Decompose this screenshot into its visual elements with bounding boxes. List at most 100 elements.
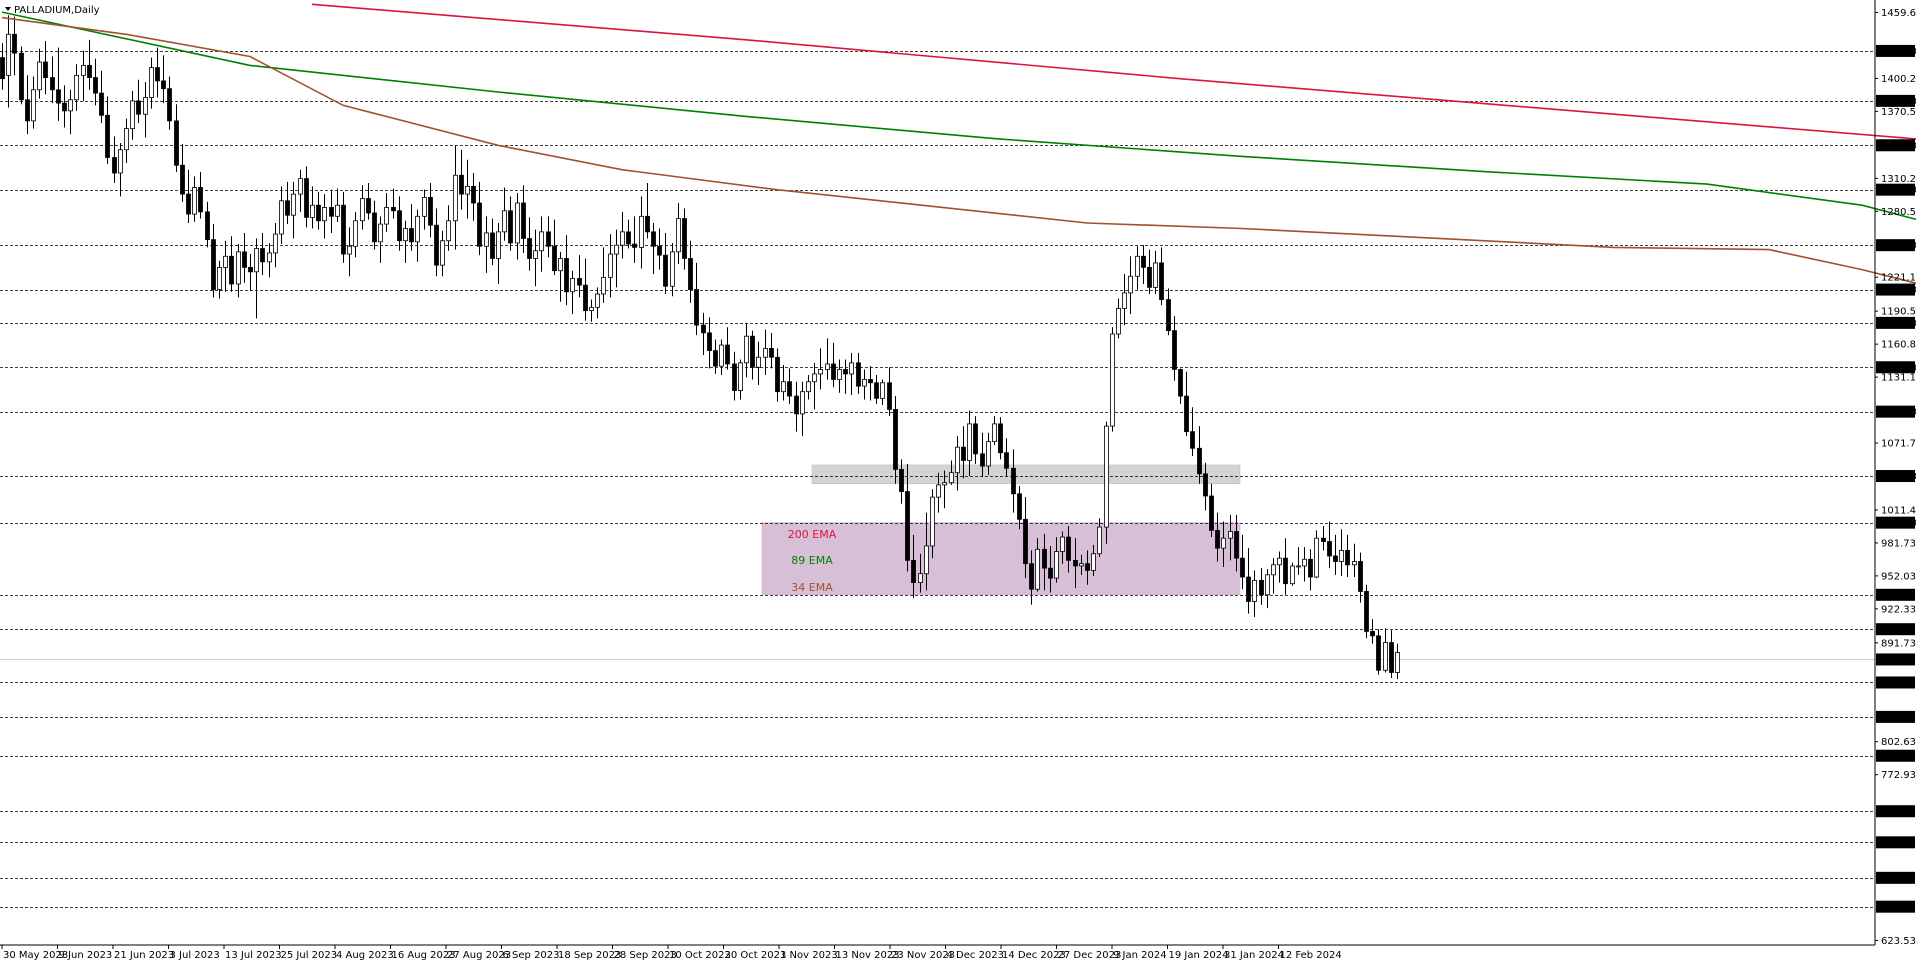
candle-bull <box>930 496 935 547</box>
candle-bull <box>1060 536 1065 552</box>
candle-bull <box>378 223 383 243</box>
candle-bear <box>1370 631 1375 637</box>
candle-bull <box>223 255 228 268</box>
candle-bull <box>440 240 445 266</box>
candle-bear <box>998 423 1003 454</box>
candle-bull <box>403 228 408 242</box>
price-tick-label: 1011.43 <box>1881 505 1916 516</box>
candle-bull <box>1153 262 1158 288</box>
price-tick-label: 1310.23 <box>1881 174 1916 185</box>
candle-bear <box>905 491 910 561</box>
candle-bear <box>0 57 5 80</box>
price-tick-label: 1131.13 <box>1881 373 1916 384</box>
candle-bull <box>422 197 427 217</box>
candle-bull <box>880 382 885 399</box>
candle-bull <box>1097 526 1102 555</box>
candle-bull <box>601 276 606 295</box>
price-tick-label: 981.73 <box>1881 538 1916 549</box>
candle-bear <box>93 77 98 94</box>
candle-bull <box>738 362 743 391</box>
candle-bear <box>1048 567 1053 579</box>
candle-bear <box>856 362 861 387</box>
candle-bull <box>918 573 923 583</box>
level-price-tag <box>1876 623 1915 636</box>
candle-bull <box>1110 333 1115 427</box>
candle-bear <box>688 258 693 290</box>
candle-bull <box>744 335 749 364</box>
candle-bear <box>1389 642 1394 673</box>
candle-bull <box>608 253 613 278</box>
candle-bear <box>167 88 172 122</box>
level-price-tag-label: 935.00 <box>1879 590 1914 601</box>
candle-bear <box>1308 558 1313 578</box>
ema89-label: 89 EMA <box>791 554 833 567</box>
price-tick-label: 922.33 <box>1881 604 1916 615</box>
candle-bull <box>1314 537 1319 578</box>
level-price-tag-label: 1140.00 <box>1879 363 1916 374</box>
candle-bear <box>87 64 92 78</box>
level-price-tag <box>1876 405 1915 418</box>
candle-bull <box>384 207 389 225</box>
candle-bear <box>285 200 290 216</box>
candle-bear <box>248 266 253 273</box>
candle-bull <box>484 232 489 247</box>
level-price-tag <box>1876 44 1915 57</box>
candle-bull <box>298 178 303 195</box>
candle-bull <box>1221 537 1226 549</box>
time-tick-label: 25 Jul 2023 <box>281 950 338 961</box>
candle-bull <box>217 266 222 290</box>
candle-bull <box>31 89 36 122</box>
candle-bull <box>502 210 507 233</box>
candle-bull <box>1135 255 1140 277</box>
candle-bear <box>62 102 67 112</box>
gray-zone <box>811 464 1241 485</box>
level-price-tag-label: 1300.00 <box>1879 185 1916 196</box>
candle-bear <box>477 202 482 247</box>
level-price-tag <box>1876 183 1915 196</box>
candle-bull <box>825 363 830 370</box>
candle-bear <box>732 363 737 391</box>
candle-bear <box>316 204 321 222</box>
level-price-tag-label: 904.00 <box>1879 625 1914 636</box>
chart-frame <box>0 0 1876 946</box>
candle-bear <box>459 174 464 195</box>
candle-bear <box>1042 548 1047 569</box>
candle-bear <box>1166 299 1171 332</box>
candle-bull <box>670 251 675 287</box>
candle-bear <box>1215 530 1220 549</box>
price-tick-label: 1280.53 <box>1881 207 1916 218</box>
time-tick-label: 1 Nov 2023 <box>780 950 838 961</box>
level-price-tag-label: 712.00 <box>1879 838 1914 849</box>
candle-bear <box>1017 493 1022 520</box>
candle-bull <box>37 61 42 91</box>
candle-bear <box>434 224 439 266</box>
candle-bull <box>81 64 86 76</box>
candle-bull <box>68 99 73 112</box>
candle-bull <box>6 33 11 76</box>
level-price-tag <box>1876 139 1915 152</box>
candle-bear <box>887 382 892 410</box>
candle-bear <box>112 157 117 174</box>
candle-bull <box>1383 642 1388 671</box>
candle-bear <box>1246 576 1251 602</box>
candle-bear <box>12 33 17 54</box>
candle-bull <box>539 231 544 252</box>
candle-bear <box>564 258 569 293</box>
candle-bear <box>701 324 706 334</box>
candle-bull <box>1339 549 1344 562</box>
time-tick-label: 18 Sep 2023 <box>558 950 621 961</box>
candle-bull <box>149 67 154 98</box>
level-price-tag-label: 1000.00 <box>1879 518 1916 529</box>
time-tick-label: 27 Dec 2023 <box>1058 950 1122 961</box>
time-tick-label: 4 Aug 2023 <box>336 950 394 961</box>
candle-bull <box>130 100 135 130</box>
candle-bear <box>980 453 985 467</box>
candle-bear <box>161 80 166 90</box>
level-price-tag <box>1876 749 1915 762</box>
level-price-tag <box>1876 283 1915 296</box>
time-tick-label: 9 Jun 2023 <box>59 950 113 961</box>
level-price-tag <box>1876 239 1915 252</box>
candle-bull <box>254 248 259 273</box>
candle-bear <box>831 363 836 380</box>
